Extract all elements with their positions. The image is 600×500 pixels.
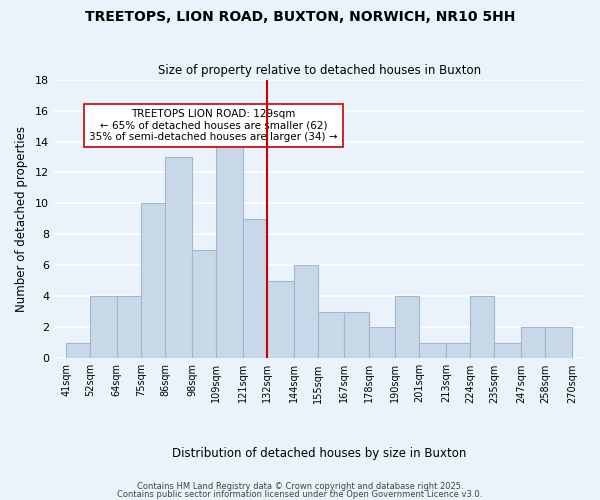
Bar (243, 219, 267, 358)
Bar (470, 296, 494, 358)
Text: TREETOPS, LION ROAD, BUXTON, NORWICH, NR10 5HH: TREETOPS, LION ROAD, BUXTON, NORWICH, NR… (85, 10, 515, 24)
Bar (66, 343, 91, 358)
Bar (293, 266, 318, 358)
Bar (192, 250, 216, 358)
Bar (419, 343, 446, 358)
Bar (545, 328, 572, 358)
Bar (117, 296, 141, 358)
Bar (446, 343, 470, 358)
Text: Contains HM Land Registry data © Crown copyright and database right 2025.: Contains HM Land Registry data © Crown c… (137, 482, 463, 491)
Y-axis label: Number of detached properties: Number of detached properties (15, 126, 28, 312)
Bar (166, 157, 192, 358)
Bar (318, 312, 344, 358)
Bar (267, 281, 293, 358)
Bar (91, 296, 117, 358)
Bar (494, 343, 521, 358)
Bar (521, 328, 545, 358)
Bar (344, 312, 368, 358)
Title: Size of property relative to detached houses in Buxton: Size of property relative to detached ho… (158, 64, 481, 77)
X-axis label: Distribution of detached houses by size in Buxton: Distribution of detached houses by size … (172, 447, 467, 460)
Text: TREETOPS LION ROAD: 129sqm
← 65% of detached houses are smaller (62)
35% of semi: TREETOPS LION ROAD: 129sqm ← 65% of deta… (89, 109, 338, 142)
Bar (216, 142, 243, 358)
Bar (395, 296, 419, 358)
Text: Contains public sector information licensed under the Open Government Licence v3: Contains public sector information licen… (118, 490, 482, 499)
Bar (141, 204, 166, 358)
Bar (368, 328, 395, 358)
